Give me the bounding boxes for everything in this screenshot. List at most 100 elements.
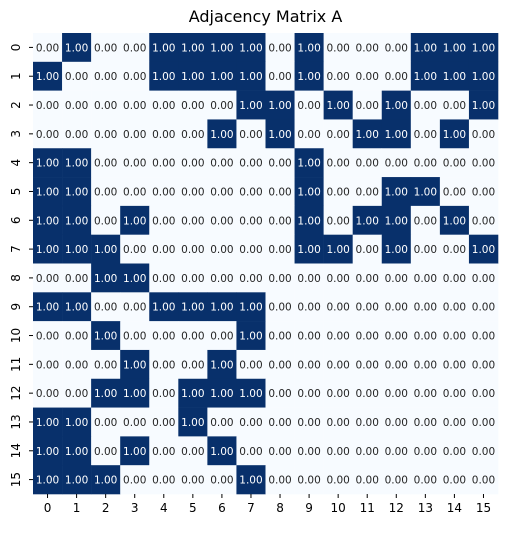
cell-value-label-9-4: 1.00 (152, 302, 175, 314)
heatmap-cell-3-5 (178, 119, 208, 149)
cell-value-label-13-10: 0.00 (326, 417, 349, 429)
heatmap-cell-6-4 (149, 205, 179, 235)
cell-value-label-10-5: 0.00 (181, 331, 204, 343)
cell-value-label-8-8: 0.00 (268, 273, 291, 285)
heatmap-cell-5-14 (439, 177, 470, 207)
heatmap-cell-10-1 (62, 321, 92, 351)
heatmap-cell-10-14 (439, 321, 470, 351)
cell-value-label-15-0: 1.00 (36, 475, 59, 487)
heatmap-cell-13-15 (468, 407, 499, 437)
cell-value-label-7-4: 0.00 (152, 244, 175, 256)
cell-value-label-9-12: 0.00 (385, 302, 408, 314)
cell-value-label-8-12: 0.00 (385, 273, 408, 285)
cell-value-label-5-7: 0.00 (239, 186, 262, 198)
cell-value-label-15-4: 0.00 (152, 475, 175, 487)
cell-value-label-10-9: 0.00 (297, 331, 320, 343)
cell-value-label-10-11: 0.00 (356, 331, 379, 343)
cell-value-label-8-6: 0.00 (210, 273, 233, 285)
heatmap-cell-15-2 (91, 465, 121, 495)
heatmap-cell-14-15 (468, 436, 499, 466)
cell-value-label-11-1: 0.00 (65, 359, 88, 371)
heatmap-cell-11-9 (294, 349, 324, 380)
heatmap-cell-15-0 (33, 465, 63, 495)
heatmap-cell-4-9 (294, 148, 324, 178)
heatmap-cell-0-9 (294, 33, 324, 63)
cell-value-label-12-1: 0.00 (65, 388, 88, 400)
heatmap-cell-4-5 (178, 148, 208, 178)
cell-value-label-8-13: 0.00 (414, 273, 437, 285)
heatmap-cell-11-8 (265, 349, 295, 380)
heatmap-cell-8-7 (236, 263, 266, 293)
cell-value-label-5-10: 0.00 (326, 186, 349, 198)
heatmap-cell-1-0 (33, 61, 63, 91)
heatmap-cell-4-12 (381, 148, 412, 178)
cell-value-label-13-3: 0.00 (123, 417, 146, 429)
heatmap-cell-1-6 (207, 61, 237, 91)
heatmap-cell-13-3 (120, 407, 150, 437)
cell-value-label-6-13: 0.00 (414, 215, 437, 227)
cell-value-label-8-1: 0.00 (65, 273, 88, 285)
cell-value-label-14-1: 1.00 (65, 446, 88, 458)
cell-value-label-11-6: 1.00 (210, 359, 233, 371)
chart-title: Adjacency Matrix A (189, 7, 343, 26)
cell-value-label-10-8: 0.00 (268, 331, 291, 343)
cell-value-label-13-9: 0.00 (297, 417, 320, 429)
cell-value-label-8-14: 0.00 (443, 273, 466, 285)
cell-value-label-15-14: 0.00 (443, 475, 466, 487)
cell-value-label-12-8: 0.00 (268, 388, 291, 400)
heatmap-cell-12-9 (294, 378, 324, 408)
heatmap-cell-5-7 (236, 177, 266, 207)
heatmap-cell-1-15 (468, 61, 499, 91)
heatmap-cell-15-5 (178, 465, 208, 495)
heatmap-cell-2-2 (91, 90, 121, 120)
cell-value-label-1-5: 1.00 (181, 71, 204, 83)
y-tick-label-0: 0 (9, 44, 23, 52)
heatmap-cell-6-0 (33, 205, 63, 235)
cell-value-label-4-6: 0.00 (210, 158, 233, 170)
heatmap-cell-12-0 (33, 378, 63, 408)
cell-value-label-12-0: 0.00 (36, 388, 59, 400)
heatmap-cell-3-12 (381, 119, 412, 149)
heatmap-cell-7-11 (352, 234, 383, 264)
heatmap-cell-3-4 (149, 119, 179, 149)
cell-value-label-3-11: 1.00 (356, 129, 379, 141)
cell-value-label-11-7: 0.00 (239, 359, 262, 371)
heatmap-cell-2-12 (381, 90, 412, 120)
cell-value-label-3-0: 0.00 (36, 129, 59, 141)
heatmap-cell-2-8 (265, 90, 295, 120)
cell-value-label-14-2: 0.00 (94, 446, 117, 458)
heatmap-cell-6-13 (410, 205, 441, 235)
x-tick-label-11: 11 (360, 501, 375, 515)
cell-value-label-15-3: 0.00 (123, 475, 146, 487)
heatmap-cell-8-15 (468, 263, 499, 293)
cell-value-label-15-11: 0.00 (356, 475, 379, 487)
cell-value-label-5-14: 0.00 (443, 186, 466, 198)
heatmap-cell-2-1 (62, 90, 92, 120)
heatmap-cell-9-5 (178, 292, 208, 322)
heatmap-cell-0-12 (381, 33, 412, 63)
cell-value-label-4-4: 0.00 (152, 158, 175, 170)
cell-value-label-6-1: 1.00 (65, 215, 88, 227)
heatmap-cell-4-2 (91, 148, 121, 178)
cell-value-label-10-1: 0.00 (65, 331, 88, 343)
cell-value-label-4-5: 0.00 (181, 158, 204, 170)
heatmap-cell-0-14 (439, 33, 470, 63)
heatmap-cell-8-10 (323, 263, 353, 293)
cell-value-label-11-9: 0.00 (297, 359, 320, 371)
heatmap-cell-15-15 (468, 465, 499, 495)
cell-value-label-14-6: 1.00 (210, 446, 233, 458)
cell-value-label-10-6: 0.00 (210, 331, 233, 343)
x-tick-label-3: 3 (131, 501, 139, 515)
y-tick-label-3: 3 (9, 130, 23, 138)
heatmap-cell-13-14 (439, 407, 470, 437)
cell-value-label-15-15: 0.00 (472, 475, 495, 487)
y-tick-label-2: 2 (9, 101, 23, 109)
heatmap-cell-4-14 (439, 148, 470, 178)
cell-value-label-4-2: 0.00 (94, 158, 117, 170)
heatmap-cell-14-12 (381, 436, 412, 466)
heatmap-cell-11-15 (468, 349, 499, 380)
heatmap-cell-15-4 (149, 465, 179, 495)
cell-value-label-14-4: 0.00 (152, 446, 175, 458)
heatmap-cell-14-3 (120, 436, 150, 466)
heatmap-cell-13-9 (294, 407, 324, 437)
